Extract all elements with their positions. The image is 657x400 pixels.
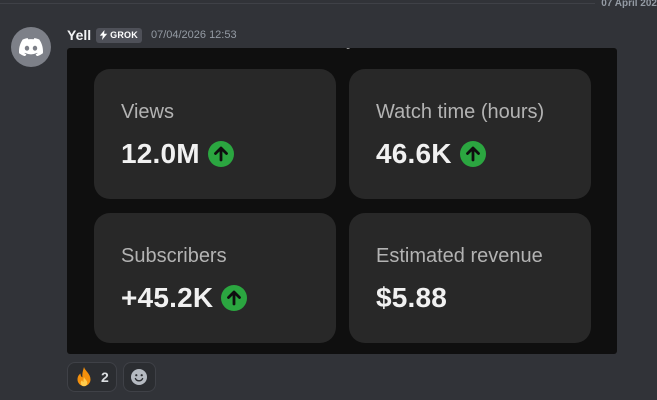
stat-value-row: 46.6K: [376, 137, 486, 171]
stat-card-watch-time: Watch time (hours) 46.6K: [349, 69, 591, 199]
smiley-add-icon: [131, 369, 148, 385]
stat-label: Watch time (hours): [376, 101, 545, 123]
stat-value-row: $5.88: [376, 281, 447, 315]
reaction-fire[interactable]: 2: [67, 362, 117, 392]
reaction-count: 2: [101, 369, 109, 385]
avatar[interactable]: [11, 27, 51, 67]
stat-value: +45.2K: [121, 282, 214, 313]
message-timestamp: 07/04/2026 12:53: [150, 29, 237, 41]
divider-date-label: 07 April 202: [595, 0, 657, 9]
stat-value-row: +45.2K: [121, 281, 248, 315]
date-divider: 07 April 202: [0, 0, 657, 9]
cropped-title-fragment: [327, 48, 361, 50]
app-tag: GROK: [96, 27, 142, 43]
reaction-bar: 2: [67, 362, 156, 392]
stat-value-row: 12.0M: [121, 137, 234, 171]
stat-card-revenue: Estimated revenue $5.88: [349, 213, 591, 343]
trend-up-icon: [207, 141, 234, 167]
embedded-image[interactable]: Views 12.0M Watch time (hours) 46.6K: [67, 48, 617, 354]
add-reaction-button[interactable]: [122, 362, 156, 392]
stat-label: Subscribers: [121, 245, 227, 267]
app-tag-label: GROK: [110, 29, 138, 40]
stat-value: 12.0M: [121, 138, 200, 169]
fire-emoji-icon: [77, 367, 91, 387]
trend-up-icon: [221, 285, 248, 311]
stat-card-subscribers: Subscribers +45.2K: [94, 213, 336, 343]
author-name[interactable]: Yell: [67, 27, 92, 43]
message-header: Yell GROK 07/04/2026 12:53: [67, 26, 237, 44]
stat-value: $5.88: [376, 282, 448, 313]
stat-label: Estimated revenue: [376, 245, 543, 267]
trend-up-icon: [459, 141, 486, 167]
stat-card-views: Views 12.0M: [94, 69, 336, 199]
stat-value: 46.6K: [376, 138, 452, 169]
discord-logo-icon: [19, 38, 43, 56]
stat-label: Views: [121, 101, 174, 123]
lightning-icon: [99, 30, 108, 40]
